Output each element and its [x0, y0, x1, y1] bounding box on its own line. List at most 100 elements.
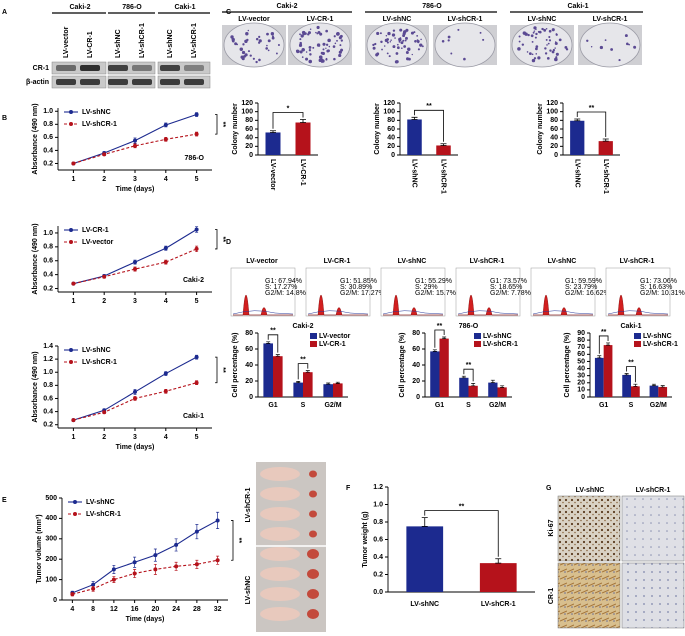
point: [215, 558, 220, 563]
y-tick-label: 0.4: [373, 554, 383, 561]
flow-fit: [382, 310, 444, 315]
y-tick-label: 500: [45, 495, 57, 502]
x-tick-label: 4: [164, 176, 168, 183]
x-tick-label: 5: [195, 298, 199, 305]
ihc-image: [557, 562, 621, 629]
y-tick-label: 40: [245, 135, 253, 142]
flow-title: LV-CR-1: [324, 258, 351, 265]
colony: [372, 46, 376, 50]
point: [102, 274, 107, 279]
colony: [411, 53, 413, 56]
bar: [430, 351, 440, 397]
colony: [334, 42, 337, 45]
y-axis-label: Tumor volume (mm³): [36, 514, 43, 583]
flow-stat: G2/M: 15.7%: [415, 290, 456, 297]
series-line: [72, 519, 218, 594]
colony: [524, 33, 527, 36]
series-line: [72, 559, 218, 595]
colony: [299, 38, 302, 41]
colony: [271, 36, 275, 40]
point: [163, 137, 168, 142]
ihc-row: Ki-67: [548, 519, 555, 536]
colony: [392, 45, 396, 49]
tumor: [307, 549, 319, 559]
colony: [533, 57, 537, 60]
significance: **: [219, 367, 226, 373]
colony: [535, 47, 538, 51]
mouse: [260, 467, 300, 481]
colony: [565, 48, 569, 51]
colony: [230, 35, 234, 39]
x-tick-label: S: [466, 402, 471, 409]
legend-marker: [73, 512, 77, 516]
legend-label: LV-CR-1: [82, 227, 109, 234]
error-bar: [421, 517, 428, 527]
colony: [338, 53, 342, 58]
series-line: [73, 356, 197, 421]
y-tick-label: 1.0: [43, 230, 53, 237]
y-tick-label: 0.6: [43, 395, 53, 402]
colony: [624, 34, 628, 38]
bracket: [297, 363, 309, 380]
bar: [407, 119, 422, 155]
colony: [544, 52, 548, 55]
flow-stat: S: 23.79%: [565, 284, 597, 291]
bar: [265, 132, 281, 155]
y-tick-label: 0.0: [373, 589, 383, 596]
colony: [383, 45, 386, 47]
bar: [436, 145, 451, 155]
flow-peak: [533, 294, 593, 316]
y-tick-label: 80: [577, 337, 585, 344]
significance: **: [300, 356, 306, 363]
colony: [325, 43, 329, 46]
bracket: [626, 366, 636, 383]
legend-marker: [69, 228, 73, 232]
y-tick-label: 0: [581, 394, 585, 401]
legend-label: LV-shNC: [82, 109, 111, 116]
error-bar: [471, 383, 476, 387]
error-bar: [597, 355, 602, 359]
legend-swatch: [474, 333, 481, 339]
colony: [545, 38, 548, 41]
x-tick-label: 32: [214, 606, 222, 613]
bar: [406, 526, 444, 592]
y-tick-label: 20: [577, 380, 585, 387]
flow-stat: G1: 55.29%: [415, 278, 452, 285]
x-tick-label: G1: [268, 402, 277, 409]
y-tick-label: 80: [550, 117, 558, 124]
colony: [255, 60, 258, 64]
plate: [223, 22, 285, 68]
colony: [407, 47, 411, 52]
colony: [405, 50, 409, 54]
colony: [325, 47, 327, 50]
colony: [271, 35, 274, 38]
x-tick-label: G1: [435, 402, 444, 409]
colony-sample: LV-shNC: [383, 16, 412, 23]
flow-stat: S: 16.63%: [640, 284, 672, 291]
y-tick-label: 0.8: [43, 382, 53, 389]
point: [194, 112, 199, 117]
colony: [386, 52, 389, 55]
x-tick-label: 8: [91, 606, 95, 613]
flow-stat: G1: 67.94%: [265, 278, 302, 285]
y-tick-label: 0.4: [43, 271, 53, 278]
x-tick-label: 4: [164, 434, 168, 441]
x-axis-label: Time (days): [116, 186, 155, 193]
colony: [300, 34, 304, 38]
colony: [327, 49, 330, 53]
colony: [396, 43, 399, 46]
y-tick-label: 0.4: [43, 408, 53, 415]
y-axis-label: Cell percentage (%): [232, 333, 239, 398]
y-tick-label: 200: [45, 556, 57, 563]
error-bar: [326, 382, 331, 385]
flow-title: LV-vector: [246, 258, 278, 265]
significance: **: [219, 122, 226, 128]
mouse: [260, 607, 300, 621]
blot-band: [184, 79, 204, 85]
y-tick-label: 80: [245, 330, 253, 337]
colony: [535, 45, 539, 48]
legend-label: LV-shCR-1: [82, 121, 117, 128]
colony: [396, 46, 400, 49]
colony: [372, 43, 375, 47]
colony: [308, 45, 312, 49]
